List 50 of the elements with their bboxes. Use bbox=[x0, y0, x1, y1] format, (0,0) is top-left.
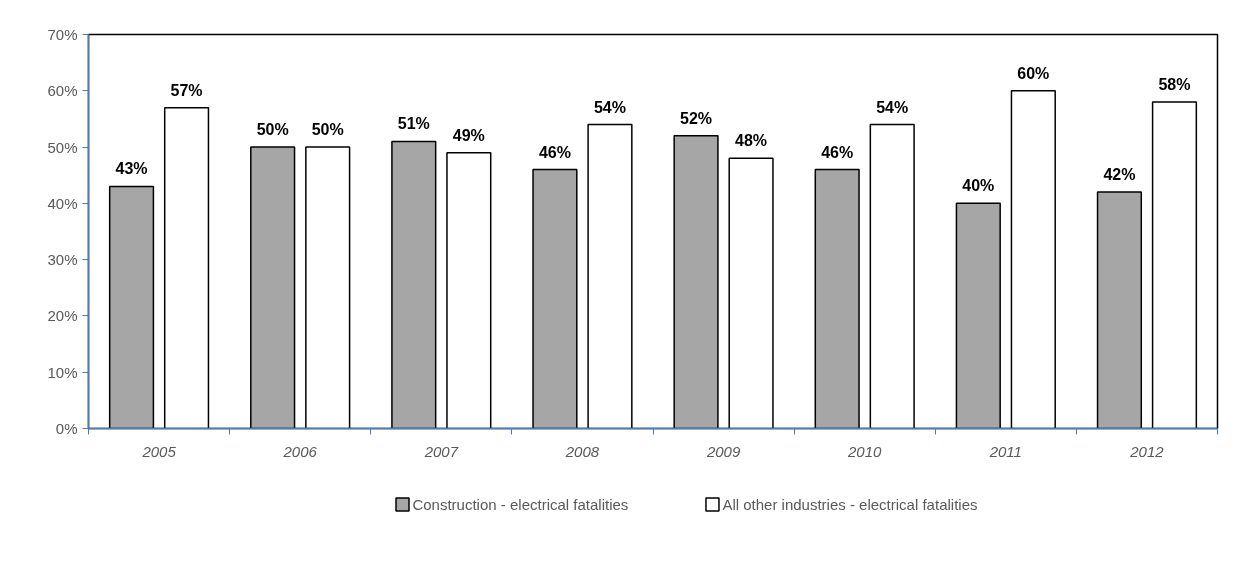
bar bbox=[587, 123, 633, 429]
x-tick-label: 2005 bbox=[141, 442, 177, 460]
y-tick-label: 70% bbox=[47, 26, 78, 43]
y-tick-label: 0% bbox=[55, 420, 78, 437]
x-tick-label: 2010 bbox=[847, 442, 883, 460]
data-label: 50% bbox=[256, 121, 289, 139]
data-label: 43% bbox=[115, 160, 148, 178]
bar bbox=[673, 135, 719, 429]
x-tick-label: 2011 bbox=[988, 442, 1022, 460]
bar bbox=[1096, 191, 1143, 429]
legend-label: Construction - electrical fatalities bbox=[412, 496, 629, 513]
x-tick-label: 2006 bbox=[282, 442, 318, 460]
y-tick-label: 30% bbox=[47, 251, 78, 269]
bar bbox=[305, 146, 351, 429]
data-label: 58% bbox=[1158, 76, 1191, 94]
data-label: 40% bbox=[962, 177, 995, 195]
legend-label: All other industries - electrical fatalities bbox=[722, 496, 978, 513]
bar bbox=[391, 140, 437, 429]
bar bbox=[728, 157, 774, 429]
bar bbox=[955, 202, 1001, 429]
bar bbox=[108, 185, 155, 429]
y-tick-label: 20% bbox=[47, 307, 78, 325]
bar bbox=[869, 123, 915, 429]
bar bbox=[163, 106, 210, 429]
x-tick-label: 2007 bbox=[423, 442, 459, 460]
x-tick-label: 2012 bbox=[1129, 442, 1165, 460]
y-tick-label: 10% bbox=[47, 363, 78, 381]
x-tick-label: 2009 bbox=[705, 442, 741, 460]
bar bbox=[532, 168, 578, 429]
data-label: 52% bbox=[680, 109, 713, 127]
data-label: 51% bbox=[397, 115, 430, 133]
data-label: 46% bbox=[821, 143, 854, 161]
data-label: 42% bbox=[1103, 166, 1136, 184]
data-label: 54% bbox=[876, 98, 909, 116]
x-tick-label: 2008 bbox=[564, 442, 600, 460]
data-label: 48% bbox=[735, 132, 768, 150]
data-label: 50% bbox=[311, 121, 344, 139]
bar bbox=[446, 151, 492, 429]
data-label: 46% bbox=[538, 143, 571, 161]
data-label: 60% bbox=[1017, 64, 1050, 82]
data-label: 54% bbox=[593, 98, 626, 116]
y-tick-label: 60% bbox=[47, 82, 78, 100]
bar bbox=[250, 146, 296, 429]
bar bbox=[1151, 101, 1198, 429]
bar bbox=[1010, 90, 1056, 429]
bar bbox=[814, 168, 860, 429]
data-label: 49% bbox=[452, 126, 485, 144]
y-tick-label: 40% bbox=[47, 194, 78, 212]
data-label: 57% bbox=[170, 81, 203, 99]
y-tick-label: 50% bbox=[47, 138, 78, 156]
